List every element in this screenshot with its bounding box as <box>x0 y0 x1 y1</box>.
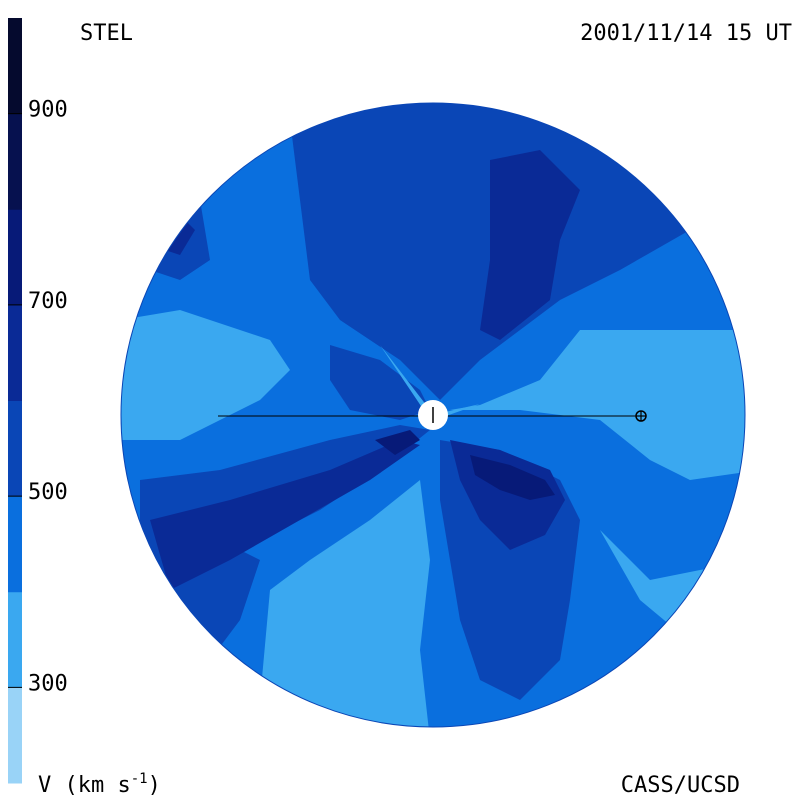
colorbar-band <box>8 687 22 784</box>
streak-east <box>445 404 480 416</box>
colorbar-tick-label: 300 <box>28 671 68 696</box>
region-very-high-speed-center <box>375 430 420 455</box>
colorbar-band <box>8 113 22 210</box>
quantity-label-exponent: -1 <box>131 771 148 787</box>
colorbar-ticks: 900 700 500 300 <box>8 98 68 696</box>
quantity-label: V (km s-1) <box>38 771 161 798</box>
region-high-speed-northwest <box>165 220 195 255</box>
streak-northwest <box>380 345 430 412</box>
map-disc-outline <box>120 102 746 728</box>
region-very-high-speed-southeast <box>470 455 555 500</box>
quantity-label-main: V (km s <box>38 773 131 798</box>
colorbar <box>8 18 22 784</box>
colorbar-tick-label: 500 <box>28 480 68 505</box>
colorbar-tick-label: 700 <box>28 289 68 314</box>
region-high-speed-southwest <box>150 440 420 590</box>
credit-label: CASS/UCSD <box>621 773 740 798</box>
colorbar-band <box>8 496 22 593</box>
colorbar-band <box>8 591 22 688</box>
quantity-label-close: ) <box>148 773 161 798</box>
region-low-speed-south <box>260 480 430 727</box>
region-low-speed-east <box>450 330 745 480</box>
colorbar-band <box>8 400 22 497</box>
colorbar-band <box>8 209 22 306</box>
region-low-speed-west <box>121 310 290 440</box>
region-high-speed-north <box>480 150 580 340</box>
instrument-label: STEL <box>80 21 133 46</box>
colorbar-band <box>8 18 22 115</box>
earth-icon <box>635 410 647 422</box>
colorbar-tick-label: 900 <box>28 98 68 123</box>
timestamp-label: 2001/11/14 15 UT <box>580 21 792 46</box>
sun-icon <box>418 400 448 430</box>
colorbar-band <box>8 304 22 401</box>
region-mid-speed-center-west <box>330 345 430 420</box>
